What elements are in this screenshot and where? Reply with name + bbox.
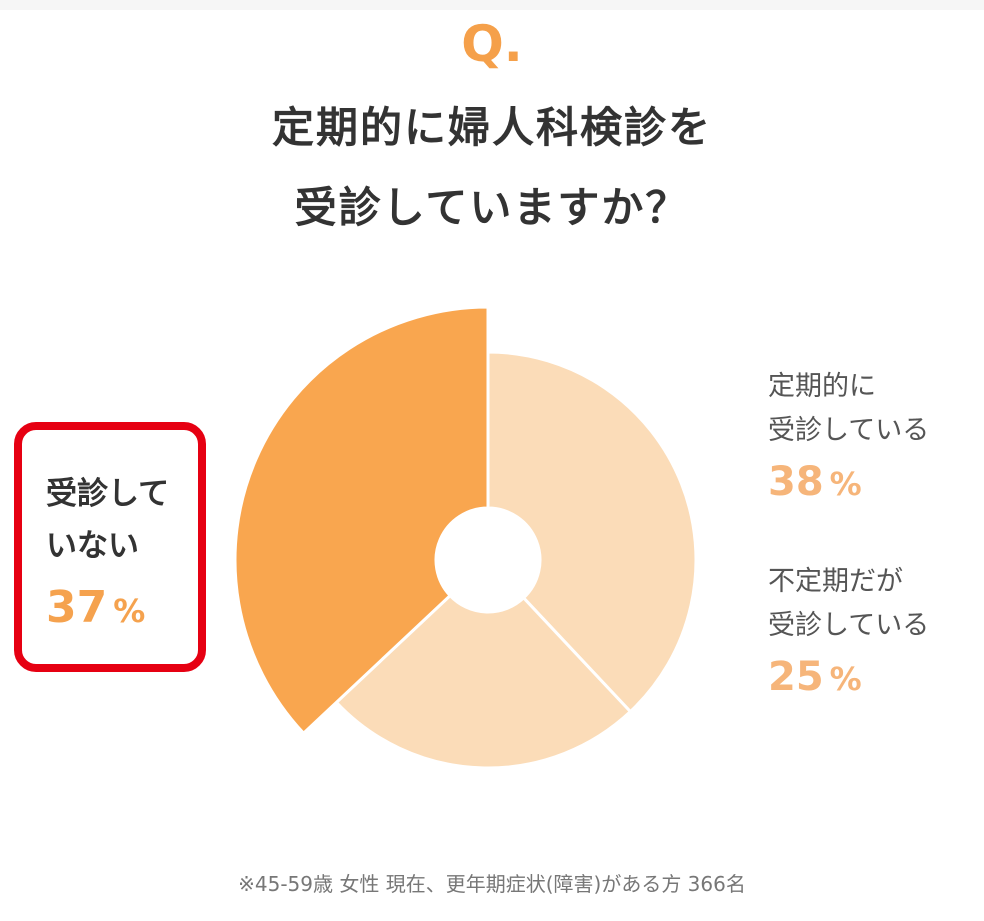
slice-value-unit: % <box>113 592 146 630</box>
slice-value-unit: % <box>829 465 862 503</box>
pie-slice-not-receiving <box>233 305 490 736</box>
question-title-line-1: 定期的に婦人科検診を <box>271 103 712 152</box>
question-title-line-2: 受診していますか？ <box>294 183 690 232</box>
label-irregular-checkup: 不定期だが 受診している 25% <box>768 560 929 700</box>
top-bar <box>0 0 984 10</box>
slice-label-line-2: いない <box>46 528 139 564</box>
slice-value-label: 25% <box>768 654 929 700</box>
slice-value-number: 38 <box>768 459 824 505</box>
slice-value-label: 38% <box>768 459 929 505</box>
survey-footnote: ※45-59歳 女性 現在、更年期症状(障害)がある方 366名 <box>238 872 746 896</box>
slice-value-number: 37 <box>46 582 108 633</box>
slice-value-unit: % <box>829 660 862 698</box>
slice-label-line-1: 不定期だが <box>768 566 903 597</box>
pie-slices <box>233 305 698 770</box>
slice-label-line-2: 受診している <box>768 610 930 641</box>
pie-slice-irregular <box>334 593 633 770</box>
highlight-label-not-receiving: 受診して いない 37% <box>14 422 206 672</box>
slice-label-line-1: 受診して <box>46 476 170 512</box>
slice-label-line-1: 定期的に <box>768 371 876 402</box>
slice-label-line-2: 受診している <box>768 415 930 446</box>
pie-slice-regular <box>486 350 698 714</box>
label-regular-checkup: 定期的に 受診している 38% <box>768 365 929 505</box>
question-title: 定期的に婦人科検診を 受診していますか？ <box>0 88 984 248</box>
question-mark-label: Q. <box>461 15 523 73</box>
slice-value-number: 25 <box>768 654 824 700</box>
slice-value-label: 37% <box>46 582 198 633</box>
